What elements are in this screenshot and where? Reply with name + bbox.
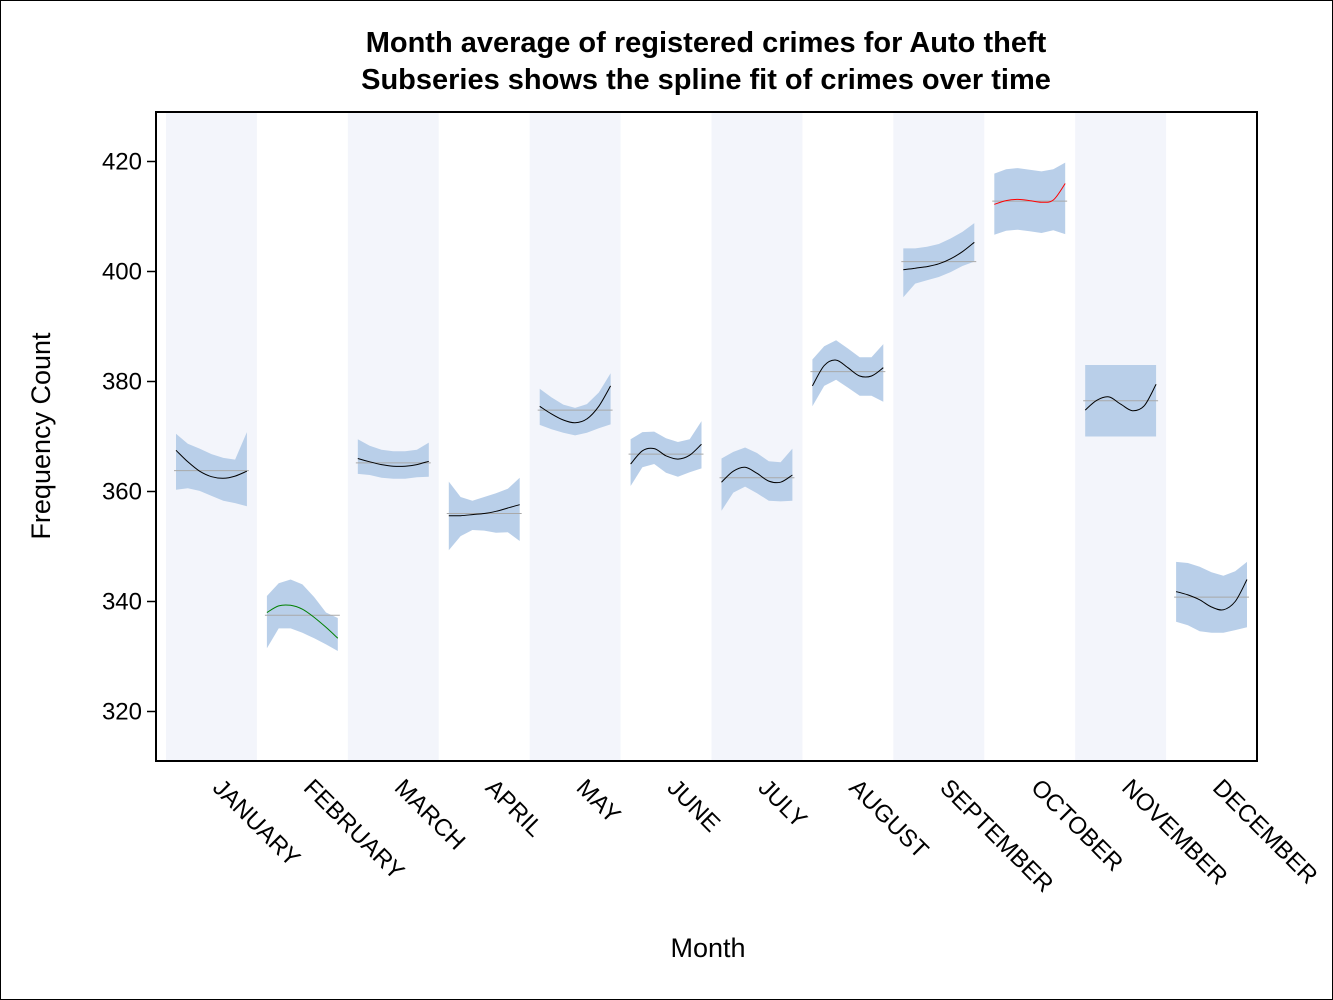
x-tick-label-august: AUGUST [844,774,934,864]
spline-may [539,385,612,424]
band-june [630,421,702,486]
spline-september [903,241,975,271]
chart-subtitle: Subseries shows the spline fit of crimes… [361,64,1051,96]
alternating-month-stripes [166,113,1167,760]
spline-march [357,458,429,467]
spline-november [1084,384,1157,412]
spline-june [630,443,702,465]
x-tick-label-january: JANUARY [207,774,305,872]
spline-december [1175,579,1248,611]
band-october [994,162,1066,235]
y-tick-label-380: 380 [102,369,142,396]
plot-area-border [155,111,1258,762]
y-tick-label-320: 320 [102,699,142,726]
y-tick-label-360: 360 [102,479,142,506]
y-tick-label-400: 400 [102,259,142,286]
x-tick-label-june: JUNE [662,774,725,837]
y-axis: 320 340 360 380 400 420 [102,149,156,726]
chart-title: Month average of registered crimes for A… [366,27,1047,59]
x-axis-label: Month [670,933,745,963]
band-january [176,432,247,507]
confidence-bands [176,162,1247,651]
band-september [903,223,975,298]
y-tick-label-340: 340 [102,589,142,616]
band-may [539,373,611,436]
spline-july [721,466,793,484]
band-april [448,477,520,551]
band-march [357,439,429,479]
spline-january [175,449,248,479]
stripe-may [529,113,621,760]
spline-august [811,359,884,387]
band-august [812,340,884,407]
spline-february [266,604,339,639]
x-tick-label-july: JULY [753,774,812,833]
spline-lines [175,183,1248,639]
band-july [721,447,793,511]
stripe-january [166,113,257,760]
stripe-march [347,113,439,760]
y-axis-label: Frequency Count [26,332,56,540]
x-tick-label-march: MARCH [389,774,470,855]
stripe-july [711,113,803,760]
spline-april [448,504,520,517]
stripe-september [893,113,985,760]
x-tick-label-may: MAY [571,774,626,829]
y-tick-label-420: 420 [102,149,142,176]
x-tick-label-april: APRIL [480,774,548,842]
spline-october [994,183,1066,205]
